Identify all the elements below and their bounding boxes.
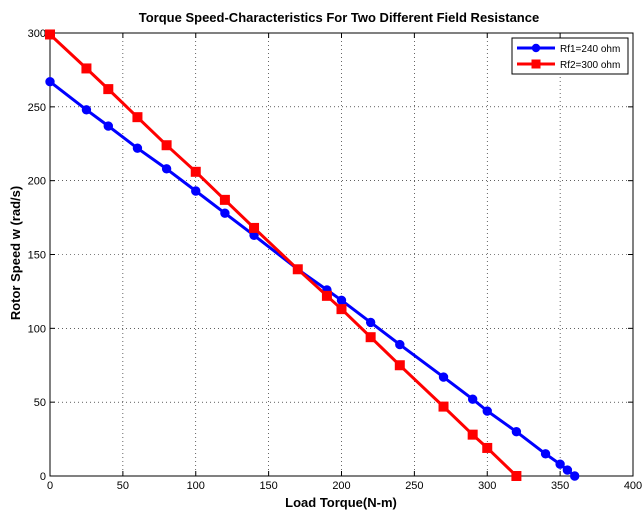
x-tick-label: 0 (47, 480, 53, 492)
x-tick-label: 400 (624, 480, 642, 492)
series-layer (45, 29, 580, 481)
series-line (49, 80, 576, 478)
data-point (219, 194, 230, 205)
data-point (336, 304, 347, 315)
x-tick-label: 350 (551, 480, 569, 492)
data-point (365, 317, 376, 328)
data-point (336, 295, 347, 305)
data-point (438, 401, 449, 412)
data-point (161, 164, 172, 174)
data-point (81, 105, 92, 115)
legend-marker (531, 43, 541, 53)
data-point (132, 112, 143, 123)
x-tick-label: 100 (187, 480, 205, 492)
y-tick-label: 100 (28, 323, 46, 335)
data-point (555, 459, 565, 469)
data-point (562, 465, 573, 475)
series-2 (45, 29, 522, 481)
data-point (45, 29, 55, 40)
chart-title: Torque Speed-Characteristics For Two Dif… (139, 10, 539, 25)
y-tick-label: 0 (40, 471, 46, 483)
x-axis-label: Load Torque(N-m) (285, 495, 397, 510)
y-tick-label: 200 (28, 176, 46, 188)
data-point (570, 471, 580, 481)
data-point (438, 372, 449, 382)
data-point (81, 63, 92, 74)
data-point (395, 339, 405, 350)
x-tick-label: 200 (332, 480, 350, 492)
data-point (540, 449, 551, 459)
legend-box (511, 37, 629, 75)
x-tick-label: 300 (478, 480, 496, 492)
data-point (161, 140, 172, 151)
data-point (132, 143, 143, 153)
grid (50, 33, 633, 476)
data-point (292, 264, 303, 275)
data-point (482, 406, 492, 416)
data-point (249, 222, 260, 233)
y-tick-label: 150 (28, 250, 46, 262)
data-point (482, 442, 493, 453)
data-point (45, 77, 55, 87)
data-point (511, 427, 522, 437)
data-point (103, 121, 114, 131)
legend-label: Rf2=300 ohm (560, 60, 620, 71)
data-point (191, 186, 201, 196)
data-point (511, 471, 522, 481)
data-point (321, 290, 332, 301)
data-point (220, 208, 230, 218)
data-point (467, 429, 478, 440)
legend: Rf1=240 ohm Rf2=300 ohm (511, 37, 629, 75)
y-tick-label: 300 (28, 28, 46, 40)
data-point (467, 394, 478, 404)
data-point (365, 332, 376, 343)
ticks: 0 50 100 150 200 250 300 350 400 0 50 100 150 200 250 3… (28, 28, 643, 492)
x-tick-label: 150 (259, 480, 277, 492)
data-point (394, 360, 405, 371)
data-point (190, 166, 201, 177)
data-point (103, 84, 114, 95)
x-tick-label: 250 (405, 480, 423, 492)
y-axis-label: Rotor Speed w (rad/s) (8, 186, 23, 320)
y-tick-label: 50 (34, 397, 46, 409)
y-tick-label: 250 (28, 102, 46, 114)
series-1 (45, 77, 580, 481)
x-tick-label: 50 (117, 480, 129, 492)
legend-label: Rf1=240 ohm (560, 44, 620, 55)
legend-marker (531, 59, 541, 69)
